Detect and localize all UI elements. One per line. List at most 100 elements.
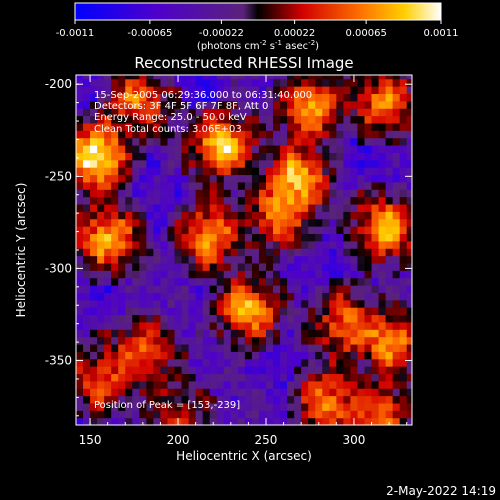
image-pixel bbox=[251, 402, 260, 411]
image-pixel bbox=[280, 218, 288, 227]
image-pixel bbox=[209, 174, 218, 183]
image-pixel bbox=[329, 336, 337, 345]
image-pixel bbox=[294, 417, 302, 425]
image-pixel bbox=[378, 395, 387, 404]
image-pixel bbox=[364, 343, 373, 352]
image-pixel bbox=[223, 380, 232, 389]
image-pixel bbox=[139, 100, 147, 109]
image-pixel bbox=[385, 388, 394, 397]
image-pixel bbox=[378, 189, 387, 198]
image-pixel bbox=[308, 78, 316, 87]
image-pixel bbox=[378, 167, 387, 176]
image-pixel bbox=[399, 292, 408, 301]
image-pixel bbox=[371, 122, 380, 131]
image-pixel bbox=[125, 108, 133, 117]
image-pixel bbox=[174, 145, 183, 153]
image-pixel bbox=[244, 211, 253, 220]
image-pixel bbox=[329, 299, 337, 308]
image-pixel bbox=[315, 351, 323, 360]
image-pixel bbox=[104, 152, 112, 161]
image-pixel bbox=[216, 410, 225, 419]
image-pixel bbox=[364, 86, 373, 95]
image-pixel bbox=[265, 358, 274, 367]
image-pixel bbox=[308, 196, 316, 205]
image-pixel bbox=[83, 314, 91, 323]
image-pixel bbox=[237, 329, 246, 338]
image-pixel bbox=[230, 137, 239, 146]
image-pixel bbox=[97, 115, 105, 124]
image-pixel bbox=[357, 366, 366, 375]
image-pixel bbox=[258, 388, 267, 397]
image-pixel bbox=[132, 358, 140, 367]
image-pixel bbox=[343, 299, 352, 308]
image-pixel bbox=[265, 388, 274, 397]
image-pixel bbox=[378, 93, 387, 102]
image-pixel bbox=[287, 417, 295, 425]
image-pixel bbox=[350, 321, 359, 330]
image-pixel bbox=[244, 196, 253, 205]
image-pixel bbox=[76, 314, 84, 323]
image-pixel bbox=[76, 152, 84, 161]
image-pixel bbox=[223, 181, 232, 190]
image-pixel bbox=[167, 100, 176, 109]
image-pixel bbox=[287, 108, 295, 117]
image-pixel bbox=[287, 122, 295, 131]
image-pixel bbox=[280, 240, 288, 249]
image-pixel bbox=[336, 277, 344, 286]
image-pixel bbox=[294, 100, 302, 109]
image-pixel bbox=[301, 100, 309, 109]
image-pixel bbox=[90, 307, 98, 316]
image-pixel bbox=[385, 137, 394, 146]
image-pixel bbox=[97, 373, 105, 382]
image-pixel bbox=[406, 226, 412, 235]
image-pixel bbox=[181, 233, 190, 242]
image-pixel bbox=[174, 174, 183, 183]
image-pixel bbox=[216, 233, 225, 242]
x-tick-label: 250 bbox=[255, 433, 278, 447]
image-pixel bbox=[90, 351, 98, 360]
image-pixel bbox=[399, 211, 408, 220]
image-pixel bbox=[76, 417, 84, 425]
image-pixel bbox=[294, 402, 302, 411]
image-pixel bbox=[153, 329, 162, 338]
image-pixel bbox=[195, 358, 204, 367]
image-pixel bbox=[97, 218, 105, 227]
image-pixel bbox=[343, 321, 352, 330]
image-pixel bbox=[322, 167, 330, 176]
image-pixel bbox=[195, 410, 204, 419]
image-pixel bbox=[160, 226, 169, 235]
image-pixel bbox=[167, 226, 176, 235]
image-pixel bbox=[174, 358, 183, 367]
image-pixel bbox=[111, 329, 119, 338]
image-pixel bbox=[237, 159, 246, 168]
image-pixel bbox=[188, 366, 197, 375]
image-pixel bbox=[406, 130, 412, 139]
image-pixel bbox=[125, 196, 133, 205]
image-pixel bbox=[111, 108, 119, 117]
image-pixel bbox=[251, 299, 260, 308]
image-pixel bbox=[230, 321, 239, 330]
image-pixel bbox=[209, 233, 218, 242]
image-pixel bbox=[287, 351, 295, 360]
image-pixel bbox=[273, 277, 281, 286]
image-pixel bbox=[174, 410, 183, 419]
image-pixel bbox=[125, 285, 133, 293]
image-pixel bbox=[188, 152, 197, 161]
image-pixel bbox=[385, 358, 394, 367]
colorbar-tick-label: -0.00022 bbox=[199, 28, 244, 39]
image-pixel bbox=[336, 358, 344, 367]
image-pixel bbox=[146, 336, 155, 345]
image-pixel bbox=[399, 75, 408, 80]
image-pixel bbox=[251, 270, 260, 279]
image-pixel bbox=[223, 218, 232, 227]
image-pixel bbox=[230, 307, 239, 316]
image-pixel bbox=[308, 115, 316, 124]
image-pixel bbox=[406, 78, 412, 87]
image-pixel bbox=[294, 108, 302, 117]
image-pixel bbox=[336, 240, 344, 249]
image-pixel bbox=[76, 336, 84, 345]
image-pixel bbox=[371, 86, 380, 95]
image-pixel bbox=[146, 181, 155, 190]
image-pixel bbox=[392, 358, 401, 367]
image-pixel bbox=[357, 329, 366, 338]
